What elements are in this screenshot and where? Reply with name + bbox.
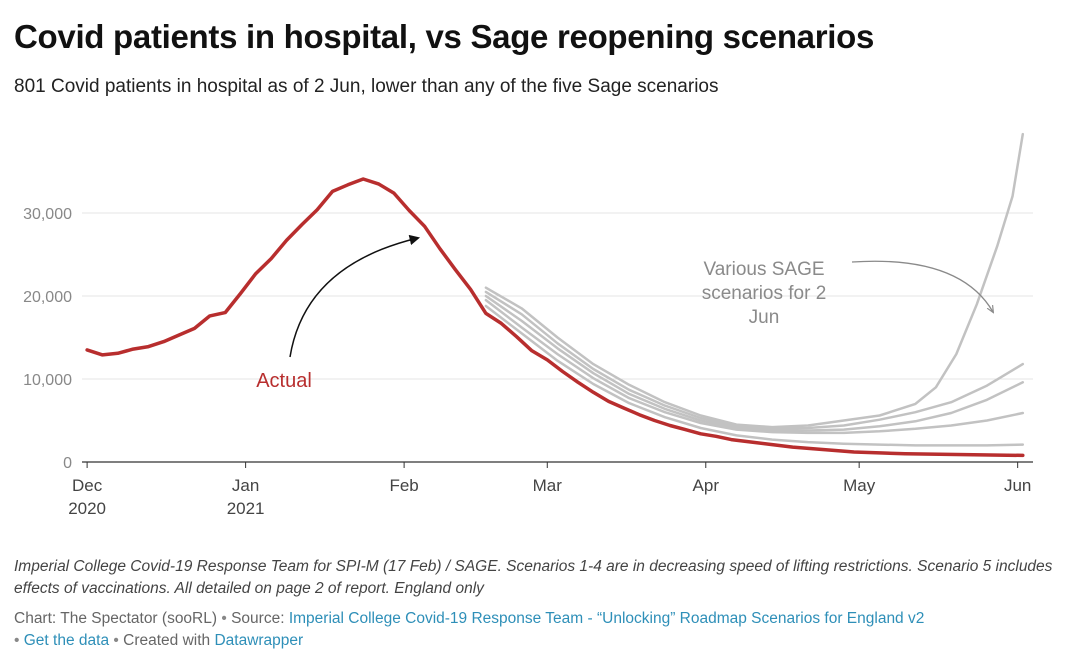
x-tick-label: Mar	[533, 476, 563, 495]
scenario-line	[484, 304, 1025, 447]
chart-source: Chart: The Spectator (sooRL) • Source: I…	[14, 608, 1054, 652]
sage-annotation-label: Various SAGE scenarios for 2 Jun	[702, 259, 827, 328]
x-tick-label: May	[843, 476, 876, 495]
chart-subtitle: 801 Covid patients in hospital as of 2 J…	[14, 76, 719, 97]
sage-annotation-line: scenarios for 2	[702, 283, 827, 304]
x-tick-label: Dec	[72, 476, 103, 495]
x-tick-label: Feb	[389, 476, 418, 495]
x-tick-sublabel: 2020	[68, 499, 106, 518]
y-tick-labels: 0 10,000 20,000 30,000	[23, 206, 72, 472]
source-link[interactable]: Imperial College Covid-19 Response Team …	[288, 610, 925, 627]
sage-annotation-line: Various SAGE	[703, 259, 824, 280]
chart-title: Covid patients in hospital, vs Sage reop…	[14, 18, 875, 55]
x-tick-label: Jun	[1004, 476, 1031, 495]
scenario-line	[484, 298, 1025, 435]
actual-annotation-label: Actual	[256, 370, 312, 392]
chart-notes: Imperial College Covid-19 Response Team …	[14, 558, 1053, 597]
source-label: Source:	[231, 610, 285, 627]
y-tick-label: 0	[63, 455, 72, 472]
x-tick-label: Jan	[232, 476, 259, 495]
sage-annotation-arrow	[851, 260, 993, 312]
series-lines	[85, 132, 1025, 458]
scenario-line	[484, 294, 1025, 432]
datawrapper-link[interactable]: Datawrapper	[214, 632, 304, 649]
separator: •	[14, 632, 20, 649]
y-tick-label: 10,000	[23, 372, 72, 389]
sage-annotation-line: Jun	[749, 307, 780, 328]
x-tick-label: Apr	[693, 476, 720, 495]
x-tick-labels: Dec 2020 Jan 2021 Feb Mar Apr May Jun	[68, 462, 1031, 518]
actual-annotation-arrow	[289, 234, 421, 358]
scenario-line	[484, 132, 1025, 429]
actual-line	[85, 177, 1025, 458]
line-chart: 0 10,000 20,000 30,000 Dec 2020 Jan 2021 Feb Mar…	[23, 132, 1033, 518]
x-tick-sublabel: 2021	[227, 499, 265, 518]
separator: •	[221, 610, 227, 627]
y-tick-label: 30,000	[23, 206, 72, 223]
created-with-label: Created with	[123, 632, 211, 649]
chart-credit: Chart: The Spectator (sooRL)	[14, 610, 218, 627]
get-data-link[interactable]: Get the data	[23, 632, 110, 649]
scenario-line	[484, 290, 1025, 431]
y-tick-label: 20,000	[23, 289, 72, 306]
annotations: Actual Various SAGE scenarios for 2 Jun	[256, 234, 993, 392]
separator: •	[113, 632, 119, 649]
